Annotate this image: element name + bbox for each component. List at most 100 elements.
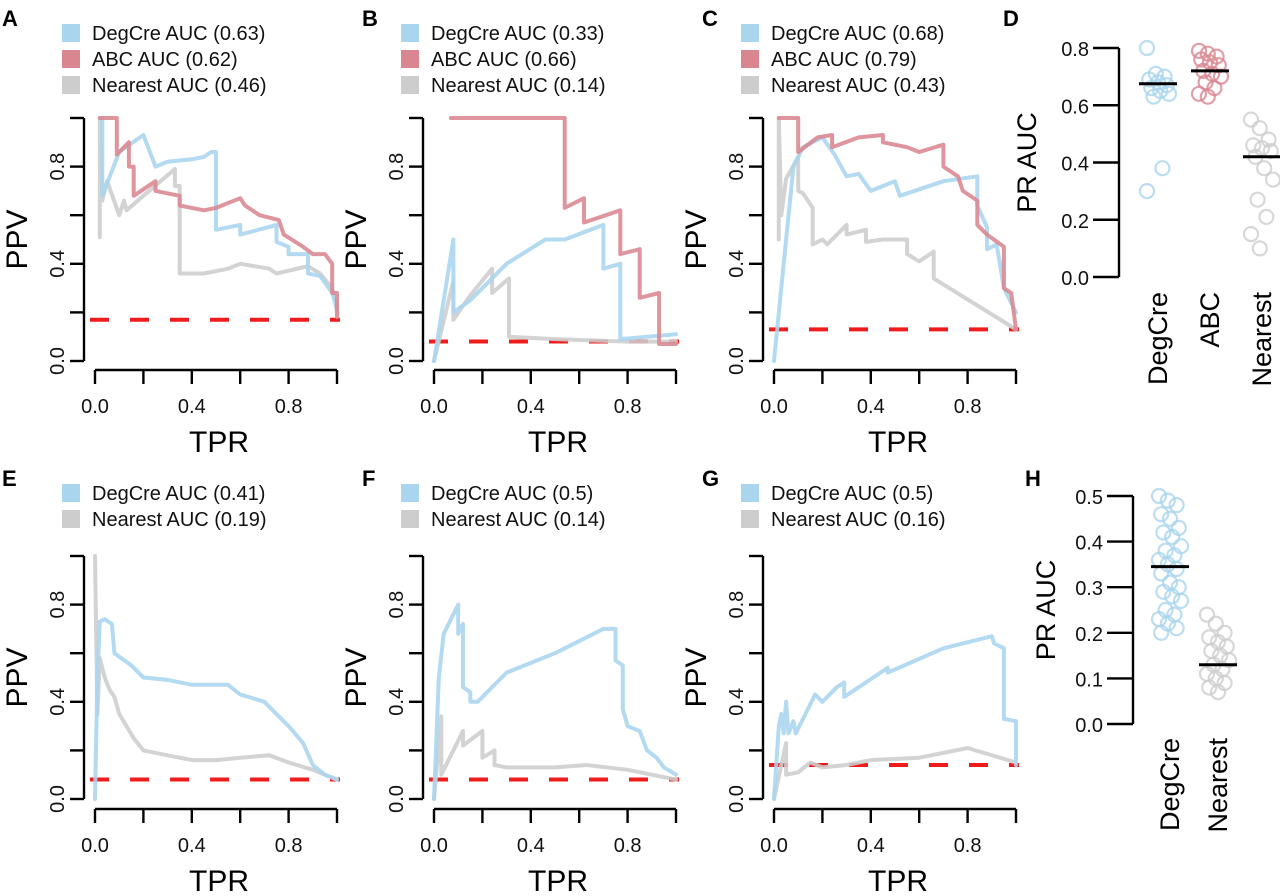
x-tick-label: 0.0 — [81, 835, 109, 857]
y-tick-label: 0.8 — [47, 153, 69, 181]
points-degcre — [1138, 39, 1178, 200]
y-tick-label: 0.6 — [1061, 96, 1089, 118]
curve-degcre — [432, 222, 678, 363]
x-axis-title: TPR — [189, 426, 249, 459]
curve-nearest — [432, 714, 678, 801]
data-point — [1145, 88, 1162, 105]
x-tick-label: 0.4 — [178, 396, 206, 418]
legend-item-nearest: Nearest AUC (0.46) — [62, 75, 267, 97]
category-label: Nearest — [1203, 738, 1233, 833]
legend-item-abc: ABC AUC (0.79) — [741, 49, 917, 71]
y-tick-label: 0.1 — [1075, 669, 1103, 691]
legend-item-nearest: Nearest AUC (0.14) — [401, 509, 606, 531]
x-tick-label: 0.4 — [857, 396, 885, 418]
legend-item-nearest: Nearest AUC (0.16) — [741, 509, 946, 531]
data-point — [1209, 683, 1227, 701]
x-tick-label: 0.4 — [517, 396, 545, 418]
panel-h: H 0.0 0.1 0.2 0.3 0.4 0.5 PR AUC DegCre Nearest — [1025, 466, 1238, 833]
panel-letter: H — [1025, 466, 1041, 491]
y-tick-label: 0.4 — [1061, 154, 1089, 176]
curve-degcre — [93, 617, 339, 801]
y-tick-label: 0.8 — [47, 591, 69, 619]
data-point — [1155, 583, 1172, 600]
curve-abc — [448, 116, 678, 346]
y-tick-label: 0.0 — [1075, 715, 1103, 737]
data-point — [1256, 160, 1273, 177]
data-point — [1199, 88, 1216, 105]
x-axis-title: TPR — [189, 865, 249, 896]
legend-item-degcre: DegCre AUC (0.5) — [741, 483, 933, 505]
legend-label: ABC AUC (0.66) — [431, 49, 577, 71]
category-label: DegCre — [1143, 292, 1173, 385]
x-tick-label: 0.4 — [517, 835, 545, 857]
y-tick-label: 0.8 — [386, 153, 408, 181]
y-tick-label: 0.0 — [386, 347, 408, 375]
curve-nearest — [776, 116, 1018, 332]
x-tick-label: 0.8 — [614, 835, 642, 857]
x-axis-title: TPR — [528, 426, 588, 459]
x-tick-label: 0.8 — [614, 396, 642, 418]
legend-label: DegCre AUC (0.41) — [92, 483, 265, 505]
panel-c: C DegCre AUC (0.68) ABC AUC (0.79) Nearest … — [680, 6, 1019, 459]
legend-swatch — [62, 24, 80, 42]
legend-label: Nearest AUC (0.46) — [92, 75, 267, 97]
legend-swatch — [741, 76, 759, 94]
x-tick-label: 0.0 — [760, 396, 788, 418]
panel-b: B DegCre AUC (0.33) ABC AUC (0.66) Nearest … — [340, 6, 679, 459]
data-point — [1168, 497, 1185, 514]
category-label: DegCre — [1155, 738, 1185, 831]
points-degcre — [1150, 487, 1190, 641]
legend-swatch — [741, 24, 759, 42]
legend-swatch — [741, 484, 759, 502]
data-point — [1198, 606, 1216, 623]
legend-swatch — [741, 50, 759, 68]
x-tick-label: 0.4 — [857, 835, 885, 857]
y-tick-label: 0.8 — [726, 153, 748, 181]
data-point — [1201, 679, 1218, 696]
y-axis-title: PPV — [680, 647, 713, 707]
x-tick-label: 0.8 — [954, 835, 982, 857]
data-point — [1164, 588, 1181, 605]
y-axis-title: PPV — [1, 209, 34, 269]
legend-label: Nearest AUC (0.14) — [431, 509, 606, 531]
legend-swatch — [62, 484, 80, 502]
panel-g: G DegCre AUC (0.5) Nearest AUC (0.16) 0.0 0.… — [680, 466, 1019, 896]
legend-item-degcre: DegCre AUC (0.33) — [401, 23, 604, 45]
legend-item-nearest: Nearest AUC (0.14) — [401, 75, 606, 97]
legend-swatch — [401, 510, 419, 528]
curve-abc — [97, 116, 339, 320]
panel-f: F DegCre AUC (0.5) Nearest AUC (0.14) 0.0 0.… — [340, 466, 679, 896]
curve-nearest — [97, 116, 339, 315]
x-tick-label: 0.0 — [760, 835, 788, 857]
legend-item-degcre: DegCre AUC (0.68) — [741, 23, 944, 45]
x-tick-label: 0.0 — [420, 396, 448, 418]
legend-label: DegCre AUC (0.33) — [431, 23, 604, 45]
legend-label: DegCre AUC (0.63) — [92, 23, 265, 45]
legend-label: DegCre AUC (0.5) — [771, 483, 933, 505]
curve-abc — [776, 116, 1018, 332]
x-axis-title: TPR — [868, 426, 928, 459]
data-point — [1153, 506, 1170, 523]
legend: DegCre AUC (0.33) ABC AUC (0.66) Nearest A… — [401, 23, 606, 97]
y-tick-label: 0.4 — [726, 250, 748, 278]
legend-swatch — [62, 510, 80, 528]
y-tick-label: 0.4 — [386, 250, 408, 278]
data-point — [1242, 111, 1260, 128]
legend-item-nearest: Nearest AUC (0.43) — [741, 75, 946, 97]
points-abc — [1190, 42, 1230, 105]
data-point — [1242, 226, 1260, 243]
legend-label: DegCre AUC (0.5) — [431, 483, 593, 505]
data-point — [1138, 39, 1156, 57]
legend-swatch — [401, 484, 419, 502]
y-tick-label: 0.4 — [1075, 533, 1103, 555]
legend-swatch — [401, 50, 419, 68]
data-point — [1160, 85, 1178, 102]
curve-nearest — [772, 741, 1018, 801]
data-point — [1155, 524, 1172, 541]
y-tick-label: 0.3 — [1075, 578, 1103, 600]
curve-nearest — [93, 554, 339, 782]
data-point — [1190, 42, 1208, 60]
curve-degcre — [432, 602, 678, 801]
data-point — [1159, 492, 1176, 509]
x-tick-label: 0.0 — [81, 396, 109, 418]
